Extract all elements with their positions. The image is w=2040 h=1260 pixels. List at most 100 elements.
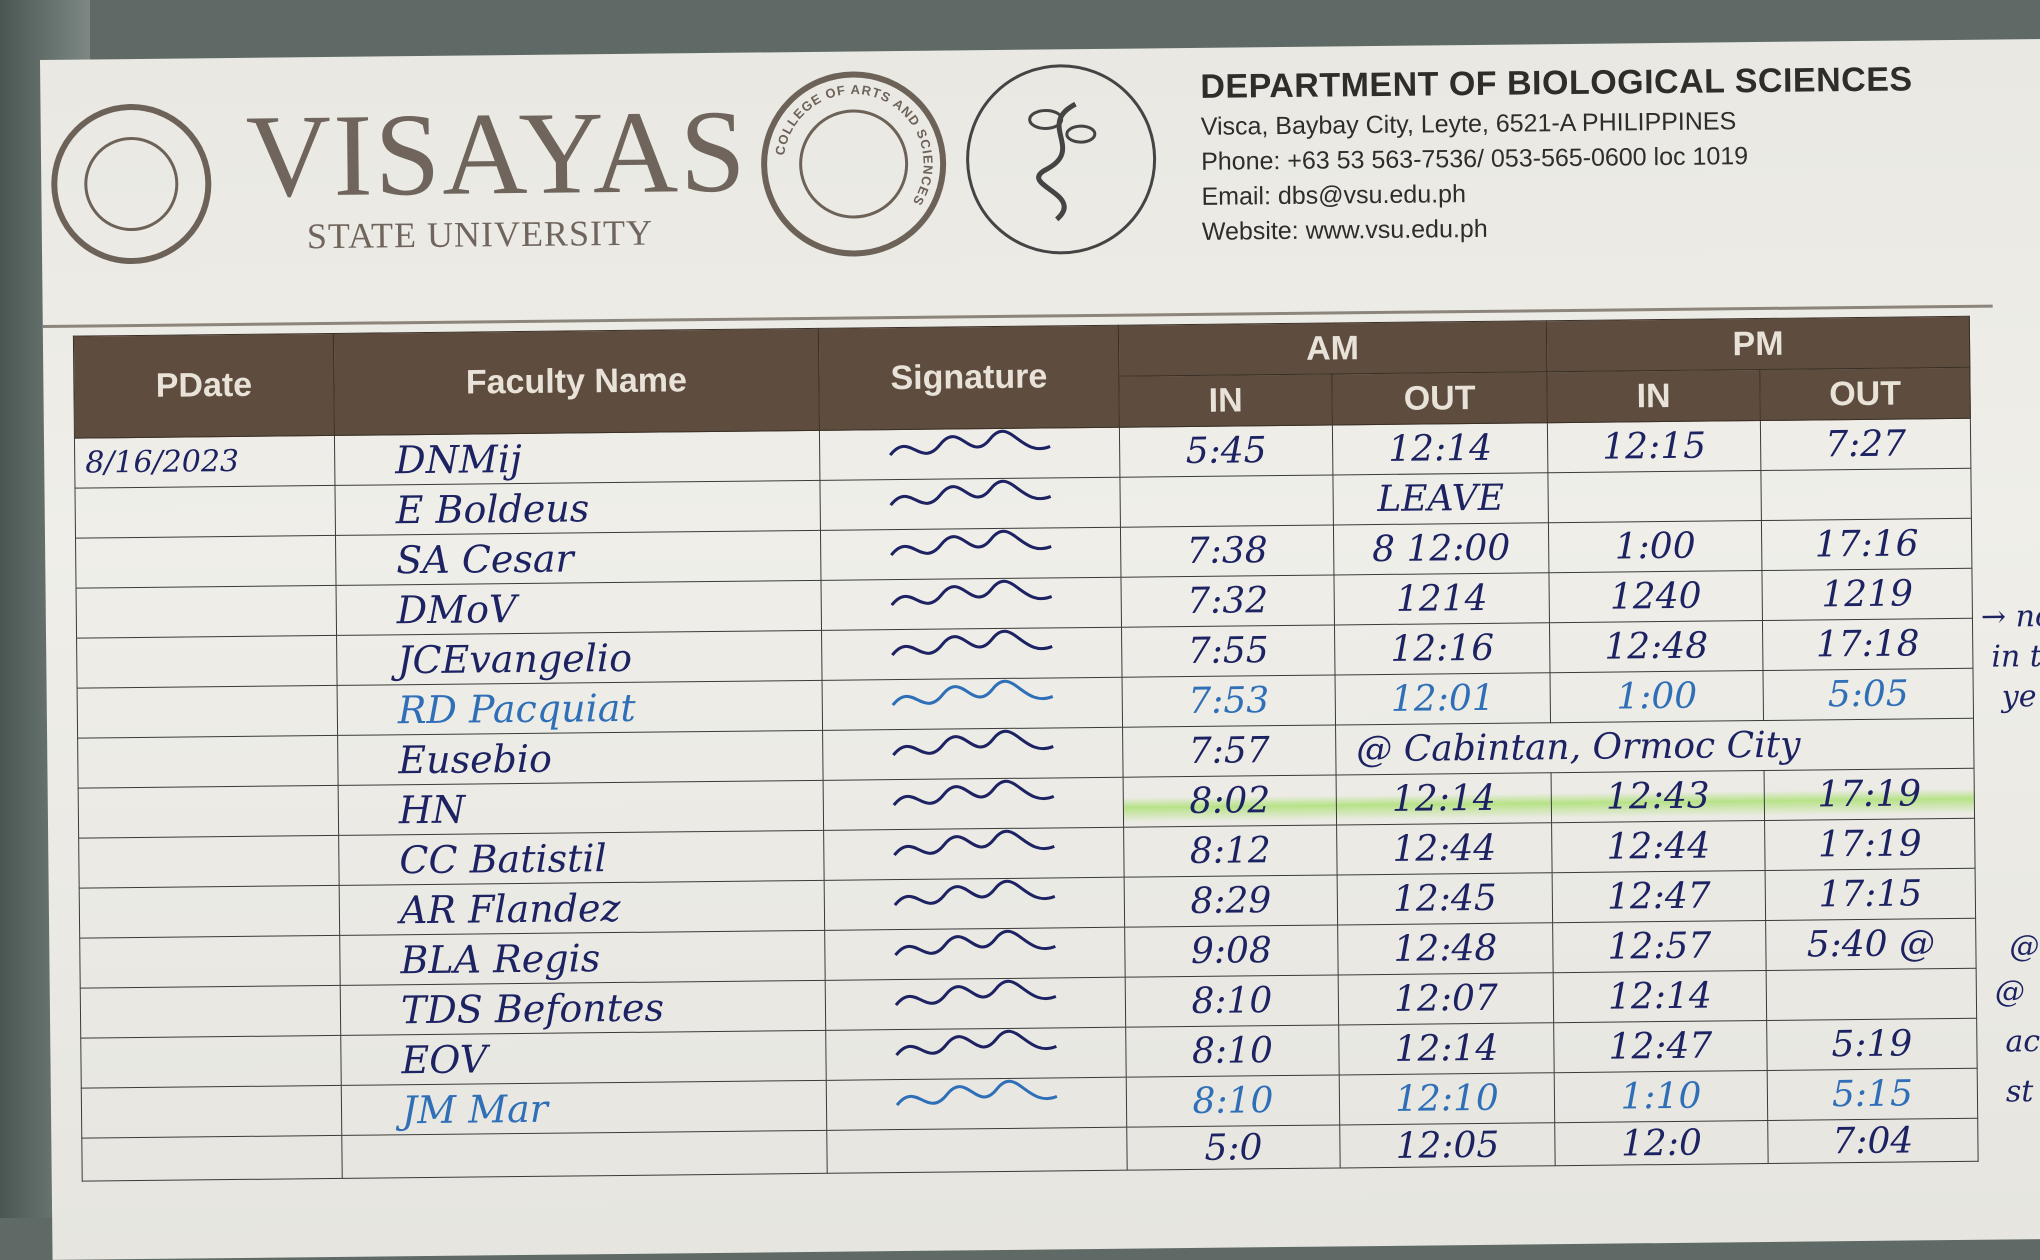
pm-in-cell [1547, 470, 1762, 523]
am-out-cell: 12:05 [1339, 1122, 1556, 1168]
signature-image [889, 530, 1052, 557]
faculty-name-cell: Eusebio [337, 730, 824, 786]
am-in-cell: 8:12 [1123, 824, 1338, 878]
signature-cell [820, 527, 1121, 581]
date-cell [74, 485, 336, 539]
faculty-name-cell: JCEvangelio [336, 630, 823, 686]
pm-out-cell: 5:40 @ [1765, 918, 1977, 971]
department-website: Website: www.vsu.edu.ph [1201, 214, 1488, 246]
signature-cell [820, 577, 1122, 631]
signature-cell [819, 427, 1120, 481]
am-in-cell: 7:32 [1120, 574, 1335, 628]
am-in-cell: 8:10 [1125, 1024, 1340, 1078]
signature-cell [826, 1077, 1127, 1131]
pm-out-cell: 17:18 [1762, 618, 1973, 671]
signature-cell [825, 977, 1126, 1031]
pm-in-cell: 12:15 [1547, 420, 1761, 473]
am-out-cell: 12:16 [1334, 622, 1550, 675]
margin-note: in the [1991, 638, 2040, 675]
pm-out-cell: 17:19 [1764, 768, 1975, 821]
signature-image [891, 679, 1053, 707]
table-row: CC Batistil 8:12 12:44 12:44 17:19 [78, 818, 1976, 889]
signature-image [890, 580, 1052, 607]
faculty-name-cell: HN [338, 780, 824, 836]
table-row: JM Mar 8:10 12:10 1:10 5:15 [81, 1068, 1978, 1139]
pm-out-cell: 5:19 [1766, 1018, 1978, 1071]
pm-in-cell: 12:47 [1553, 1020, 1768, 1073]
attendance-table: PDate Faculty Name Signature AM PM IN OU… [73, 316, 1979, 1182]
margin-note: st [2005, 1074, 2034, 1110]
table-row: TDS Befontes 8:10 12:07 12:14 [80, 968, 1977, 1039]
am-in-cell: 8:02 [1123, 774, 1337, 828]
date-cell [79, 885, 340, 939]
am-in-cell: 5:0 [1126, 1124, 1341, 1171]
am-out-cell: 12:44 [1336, 822, 1553, 875]
university-seal-logo [50, 103, 213, 265]
department-info: DEPARTMENT OF BIOLOGICAL SCIENCES Visca,… [1200, 60, 1914, 246]
pm-out-cell [1766, 968, 1977, 1021]
am-in-cell: 7:38 [1120, 524, 1334, 578]
pm-in-cell: 12:0 [1554, 1120, 1769, 1166]
table-row: AR Flandez 8:29 12:45 12:47 17:15 [79, 868, 1976, 939]
pm-in-cell: 12:48 [1549, 620, 1763, 673]
date-cell [80, 1035, 342, 1089]
signature-image [888, 430, 1051, 457]
table-row: HN 8:02 12:14 12:43 17:19 [78, 768, 1975, 839]
signature-image [894, 1029, 1057, 1057]
date-cell [80, 985, 341, 1039]
pm-out-cell: 5:05 [1762, 668, 1974, 721]
margin-note: ac [2005, 1024, 2040, 1060]
margin-note: → no [1980, 598, 2040, 635]
am-in-cell: 7:55 [1121, 624, 1336, 678]
am-out-cell: 12:14 [1332, 422, 1548, 475]
am-out-cell: 12:14 [1338, 1022, 1555, 1075]
pm-in-cell: 1:00 [1548, 520, 1762, 573]
date-cell [77, 735, 339, 789]
date-cell [81, 1085, 342, 1139]
col-am-in: IN [1118, 373, 1333, 428]
col-date: PDate [73, 333, 335, 439]
pm-out-cell: 17:16 [1761, 518, 1972, 571]
signature-cell [823, 777, 1124, 831]
faculty-name-cell: DMoV [336, 580, 822, 636]
signature-cell [821, 627, 1123, 681]
pm-out-cell [1760, 468, 1972, 521]
col-faculty-name: Faculty Name [333, 328, 820, 436]
signature-image [889, 480, 1051, 507]
department-email: Email: dbs@vsu.edu.ph [1201, 180, 1467, 211]
am-out-cell: 12:07 [1338, 972, 1554, 1025]
faculty-name-cell: AR Flandez [339, 880, 825, 936]
signature-image [890, 630, 1053, 657]
department-phone: Phone: +63 53 563-7536/ 053-565-0600 loc… [1200, 142, 1749, 176]
date-cell: 8/16/2023 [74, 435, 335, 489]
faculty-name-cell: E Boldeus [334, 480, 821, 536]
am-in-cell: 8:10 [1125, 974, 1339, 1028]
am-out-cell: 12:14 [1336, 772, 1552, 825]
am-in-cell: 7:53 [1122, 674, 1336, 728]
date-cell [75, 535, 337, 589]
signature-cell [824, 877, 1125, 931]
signature-image [895, 1079, 1057, 1107]
col-pm: PM [1546, 316, 1970, 372]
am-in-cell: 8:29 [1124, 874, 1338, 928]
signature-image [894, 979, 1056, 1007]
am-out-cell: 8 12:00 [1333, 522, 1549, 575]
margin-note: @ B [2009, 929, 2040, 965]
attendance-sheet: VISAYAS STATE UNIVERSITY COLLEGE OF ARTS… [40, 38, 2040, 1260]
signature-cell [823, 827, 1125, 881]
university-name: VISAYAS [245, 85, 749, 222]
table-row: RD Pacquiat 7:53 12:01 1:00 5:05 [77, 668, 1974, 739]
signature-image [891, 729, 1054, 757]
faculty-name-cell: BLA Regis [339, 930, 826, 986]
pm-in-cell: 12:44 [1551, 820, 1766, 873]
table-row: DMoV 7:32 1214 1240 1219 [76, 568, 1973, 639]
faculty-name-cell: SA Cesar [335, 530, 821, 586]
college-seal-logo: COLLEGE OF ARTS AND SCIENCES [760, 70, 948, 258]
faculty-name-cell: TDS Befontes [340, 980, 826, 1036]
table-row: Eusebio 7:57 @ Cabintan, Ormoc City [77, 718, 1975, 789]
table-row: EOV 8:10 12:14 12:47 5:19 [80, 1018, 1978, 1089]
am-out-cell: 1214 [1333, 572, 1550, 625]
col-pm-out: OUT [1759, 367, 1971, 421]
am-out-cell: 12:01 [1335, 672, 1551, 725]
university-subtitle: STATE UNIVERSITY [306, 212, 654, 257]
